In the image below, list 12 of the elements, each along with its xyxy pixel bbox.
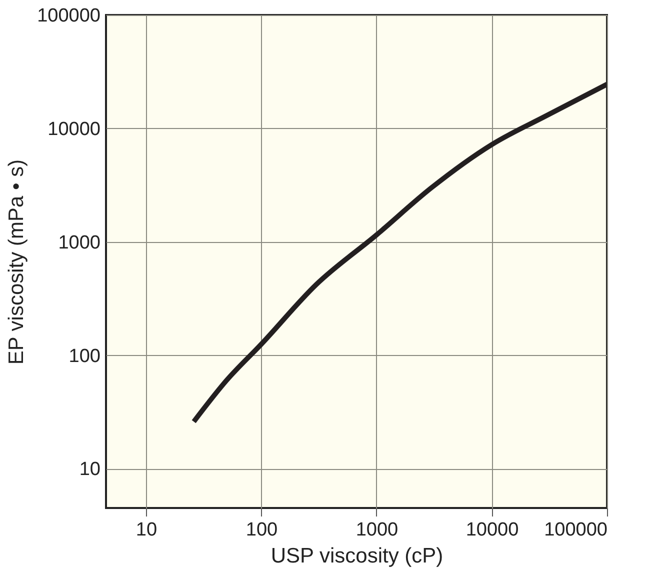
x-axis-title: USP viscosity (cP) <box>270 544 444 568</box>
y-tick-label: 1000 <box>58 232 100 254</box>
x-tick-label: 100 <box>246 520 278 540</box>
x-tick-label: 100000 <box>544 520 608 540</box>
y-tick-label: 10000 <box>48 118 100 140</box>
x-tick-label: 10000 <box>466 520 519 540</box>
x-tick-label: 1000 <box>356 520 398 540</box>
x-tick-label: 10 <box>136 520 158 540</box>
y-tick-label: 10 <box>79 459 100 480</box>
y-tick-label: 100000 <box>37 6 100 26</box>
y-axis-title: EP viscosity (mPa • s) <box>5 159 28 365</box>
y-tick-label: 100 <box>68 346 100 367</box>
